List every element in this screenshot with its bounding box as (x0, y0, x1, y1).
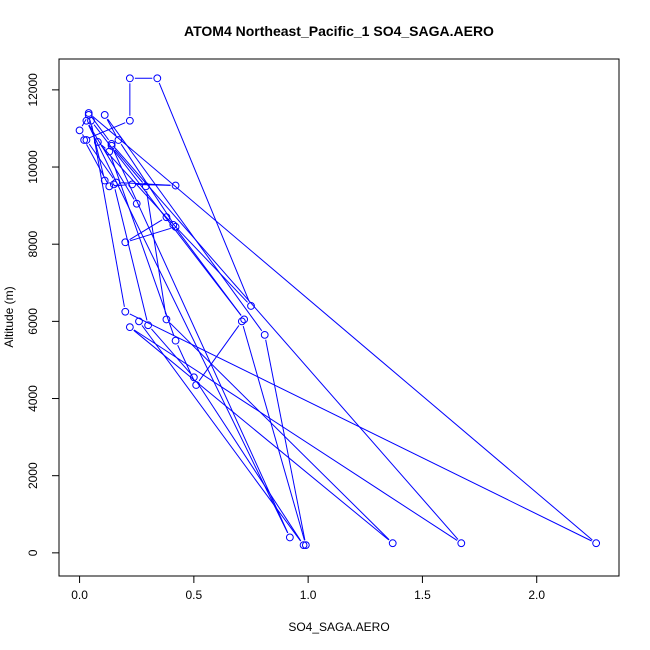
data-point (82, 136, 91, 144)
data-point (457, 539, 466, 548)
data-point (592, 539, 601, 548)
data-point (125, 323, 134, 332)
data-point (114, 136, 123, 144)
data-point (171, 181, 180, 190)
series-line-segment (265, 339, 306, 541)
data-point (299, 541, 308, 550)
data-point (189, 373, 198, 382)
x-axis-label: SO4_SAGA.AERO (288, 620, 389, 634)
y-tick-label: 2000 (26, 462, 40, 489)
data-point (112, 178, 121, 187)
data-point (80, 136, 89, 144)
series-line-segment (82, 134, 84, 137)
series-line-segment (129, 227, 171, 242)
data-point (260, 330, 269, 339)
data-point (169, 221, 178, 229)
data-point (84, 109, 93, 117)
data-point (192, 381, 201, 389)
series-line-segment (133, 329, 458, 541)
x-axis: 0.0 0.5 1.0 1.5 2.0 (71, 575, 545, 602)
series-line-segment (88, 143, 114, 179)
series-line-segment (169, 322, 390, 541)
series-line-segment (114, 189, 148, 321)
x-tick-label: 0.5 (186, 588, 203, 602)
series-line-segment (110, 156, 175, 337)
series-line-segment (101, 144, 106, 149)
series-line-segment (242, 326, 305, 541)
y-axis-label: Altitude (m) (2, 286, 16, 347)
y-tick-label: 0 (26, 549, 40, 556)
data-point (105, 182, 114, 191)
x-tick-label: 1.0 (300, 588, 317, 602)
data-point (141, 182, 150, 191)
data-point (285, 533, 294, 542)
data-point (107, 141, 116, 150)
series-line-segment (196, 381, 302, 542)
y-tick-label: 8000 (26, 231, 40, 258)
data-point (109, 180, 118, 189)
data-point (237, 317, 246, 326)
series-line-segment (88, 124, 135, 200)
series-line-segment (133, 329, 390, 541)
series-layer (75, 74, 601, 550)
data-point (93, 138, 102, 146)
data-point (153, 74, 162, 83)
x-tick-label: 2.0 (528, 588, 545, 602)
y-tick-label: 6000 (26, 308, 40, 335)
y-tick-label: 10000 (26, 150, 40, 184)
data-point (144, 321, 153, 330)
data-point (388, 539, 397, 548)
data-point (125, 116, 134, 125)
series-line-segment (113, 150, 289, 534)
data-point (132, 199, 141, 208)
series-line-segment (86, 144, 108, 183)
data-point (87, 116, 95, 125)
series-line-segment (151, 328, 191, 374)
chart-title: ATOM4 Northeast_Pacific_1 SO4_SAGA.AERO (184, 23, 494, 39)
data-point (107, 139, 116, 148)
y-tick-label: 4000 (26, 385, 40, 412)
series-line-segment (88, 125, 289, 534)
data-point (301, 541, 310, 550)
data-point (125, 74, 134, 83)
series-line-segment (169, 220, 248, 303)
series-line-segment (114, 149, 144, 183)
series-line-segment (81, 118, 87, 127)
series-line-segment (129, 313, 592, 542)
series-line-segment (129, 219, 163, 241)
data-point (240, 315, 249, 324)
data-point (171, 222, 180, 231)
x-tick-label: 1.5 (414, 588, 431, 602)
data-point (121, 307, 130, 316)
data-point (171, 336, 180, 345)
series-line-segment (146, 191, 167, 315)
series-line-segment (198, 325, 240, 382)
data-point (100, 176, 109, 185)
data-point (121, 238, 130, 247)
x-tick-label: 0.0 (71, 588, 88, 602)
series-line-segment (158, 82, 250, 302)
y-tick-label: 12000 (26, 73, 40, 107)
data-point (75, 126, 84, 135)
data-point (135, 317, 143, 326)
y-axis: 0 2000 4000 6000 8000 10000 12000 (26, 73, 60, 556)
series-line-segment (91, 125, 125, 307)
data-point (247, 302, 255, 310)
data-point (82, 116, 91, 125)
series-line-segment (106, 119, 117, 136)
series-line-segment (107, 118, 263, 332)
data-point (128, 180, 137, 189)
data-point (162, 315, 171, 324)
series-line-segment (114, 147, 459, 540)
series-line-segment (92, 115, 593, 541)
data-point (162, 213, 171, 222)
data-point (100, 111, 109, 119)
